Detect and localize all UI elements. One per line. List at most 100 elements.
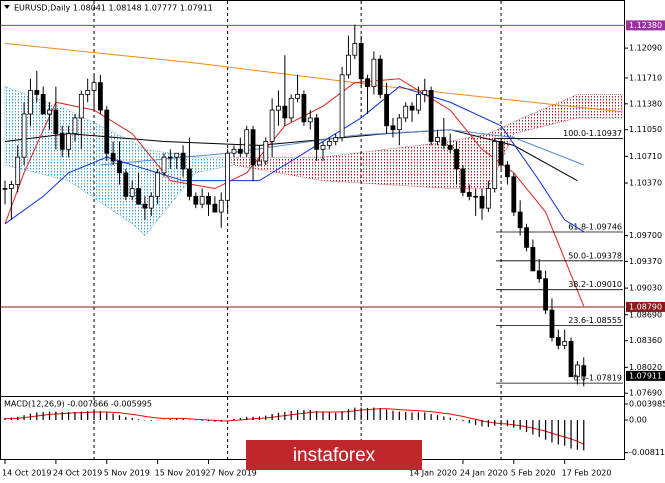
y-tick-label: 1.10710 [629, 152, 662, 161]
candle-body [377, 58, 383, 95]
candle-body [53, 109, 59, 135]
candle-body [358, 43, 364, 80]
candle-body [225, 152, 231, 201]
macd-title: MACD(12,26,9) -0.007566 -0.005995 [4, 400, 152, 409]
y-tick-label: 1.11380 [629, 99, 662, 108]
watermark-box [246, 440, 422, 470]
price-level-label: 1.08790 [629, 302, 662, 311]
ichimoku-cloud [233, 94, 623, 189]
candle-body [276, 105, 281, 111]
candle-body [123, 172, 129, 197]
y-tick-label: 1.09370 [629, 257, 662, 266]
candle-body [543, 278, 548, 311]
candle-body [142, 203, 148, 209]
y-tick-label: 1.08020 [629, 363, 662, 372]
candle-body [269, 109, 275, 142]
candle-body [244, 129, 250, 154]
menu-triangle [4, 5, 10, 9]
candle-body [390, 125, 396, 131]
y-tick-label: 1.08360 [629, 336, 662, 345]
y-tick-label: -0.008116 [629, 448, 665, 457]
y-tick-label: 0.00 [629, 416, 647, 425]
y-tick-label: 1.12090 [629, 44, 662, 53]
candle-body [371, 58, 377, 87]
price-level-label: 1.07911 [629, 371, 662, 380]
candle-body [282, 105, 288, 119]
candle-body [524, 227, 529, 248]
candle-body [479, 195, 485, 209]
candle-body [231, 148, 237, 154]
candle-body [78, 94, 84, 119]
candle-body [72, 117, 78, 135]
candle-body [174, 152, 180, 158]
candle-body [2, 188, 8, 190]
fib-label: 50.0-1.09378 [568, 251, 622, 260]
y-tick-label: 0.003985 [629, 400, 665, 409]
candle-body [447, 144, 453, 150]
y-tick-label: 1.09030 [629, 284, 662, 293]
candle-body [396, 117, 402, 131]
y-tick-label: 1.11710 [629, 73, 662, 82]
candle-body [409, 105, 415, 111]
candle-body [110, 152, 116, 162]
candle-body [167, 156, 173, 159]
candle-body [428, 90, 434, 142]
candle-body [91, 82, 97, 91]
x-tick-label: 24 Oct 2019 [53, 469, 102, 478]
candle-body [136, 188, 141, 205]
candle-body [66, 133, 71, 150]
candle-body [21, 113, 27, 158]
candle-body [193, 195, 199, 205]
candle-body [199, 195, 205, 205]
candle-body [180, 152, 186, 170]
fib-label: 38.2-1.09010 [568, 280, 622, 289]
candle-body [562, 341, 568, 346]
x-tick-label: 24 Jan 2020 [460, 469, 508, 478]
candle-body [517, 211, 523, 229]
candle-body [104, 109, 110, 154]
candle-body [339, 74, 345, 138]
candle-body [8, 184, 14, 189]
candle-body [415, 94, 421, 111]
x-tick-label: 14 Jan 2020 [409, 469, 457, 478]
candle-body [288, 97, 294, 119]
candle-body [352, 43, 358, 56]
candle-body [256, 160, 262, 166]
candle-body [301, 94, 307, 123]
watermark: instaforex [246, 440, 422, 470]
candle-body [237, 148, 243, 154]
y-tick-label: 1.08690 [629, 310, 662, 319]
candle-body [40, 94, 46, 115]
candle-body [161, 156, 167, 174]
candle-body [314, 117, 320, 150]
candle-body [34, 90, 40, 95]
candle-body [384, 94, 390, 127]
candle-body [485, 188, 491, 209]
y-tick-label: 1.07690 [629, 389, 662, 398]
candle-body [47, 109, 52, 115]
candle-body [575, 364, 580, 378]
candle-body [422, 90, 428, 95]
candle-body [505, 164, 510, 178]
x-tick-label: 14 Oct 2019 [2, 469, 51, 478]
candle-body [441, 137, 447, 146]
x-tick-label: 17 Feb 2020 [562, 469, 612, 478]
candle-body [498, 141, 504, 166]
candle-body [473, 195, 479, 198]
candle-body [129, 188, 135, 197]
y-tick-label: 1.10370 [629, 179, 662, 188]
candle-body [263, 141, 269, 162]
x-tick-label: 15 Nov 2019 [155, 469, 206, 478]
x-tick-label: 5 Feb 2020 [511, 469, 556, 478]
candle-body [98, 82, 103, 111]
candle-body [85, 90, 91, 95]
x-tick-label: 27 Nov 2019 [206, 469, 257, 478]
candle-body [549, 309, 555, 338]
candle-body [435, 137, 440, 142]
candle-body [511, 176, 517, 213]
y-tick-label: 1.11050 [629, 125, 662, 134]
fib-label: 100.0-1.10937 [563, 129, 622, 138]
candle-body [530, 246, 536, 272]
candle-body [295, 94, 300, 99]
